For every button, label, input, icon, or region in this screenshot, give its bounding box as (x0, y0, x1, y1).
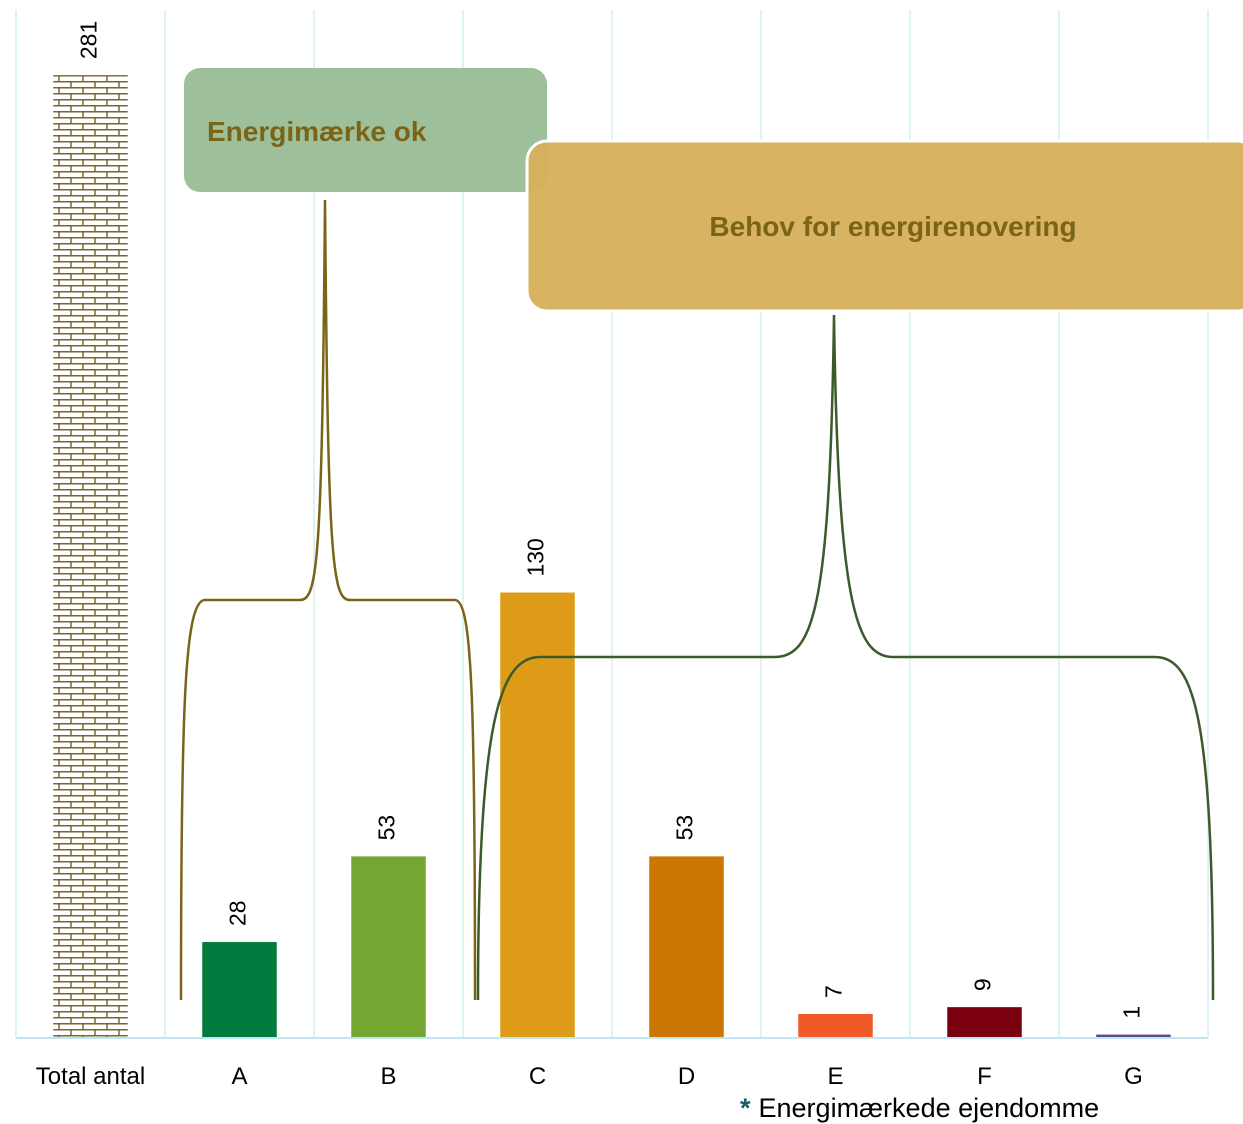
value-label: 281 (76, 21, 102, 59)
x-tick-label: E (827, 1063, 843, 1090)
brace (179, 199, 477, 1001)
bar (202, 942, 277, 1038)
x-tick-label: C (529, 1063, 546, 1090)
x-tick-label: Total antal (36, 1063, 145, 1090)
value-label: 7 (821, 985, 847, 998)
x-tick-label: F (977, 1063, 992, 1090)
value-label: 9 (970, 978, 996, 991)
annotation: Energimærke ok (207, 116, 427, 147)
value-label: 28 (225, 900, 251, 926)
labels: Total antal 281 A 28 B 53 C 130 D 53 E 7 F 9 G 1 (36, 21, 1145, 1090)
x-tick-label: D (678, 1063, 695, 1090)
value-label: 130 (523, 538, 549, 576)
footnote-marker: * (740, 1093, 751, 1123)
bar (500, 592, 575, 1038)
bar (53, 75, 128, 1038)
brace (476, 314, 1215, 1001)
x-tick-label: B (380, 1063, 396, 1090)
value-label: 53 (672, 815, 698, 841)
annotation: Behov for energirenovering (709, 211, 1076, 242)
bar (649, 856, 724, 1038)
value-label: 53 (374, 815, 400, 841)
x-tick-label: G (1124, 1063, 1143, 1090)
bars (53, 75, 1171, 1038)
annotation-box (184, 68, 547, 192)
bar (1096, 1034, 1171, 1038)
value-label: 1 (1119, 1006, 1145, 1019)
annotation-box (525, 139, 1243, 313)
x-tick-label: A (231, 1063, 247, 1090)
bar (351, 856, 426, 1038)
bar (947, 1007, 1022, 1038)
footnote-text: Energimærkede ejendomme (759, 1093, 1100, 1123)
bar (798, 1014, 873, 1038)
footnote: * Energimærkede ejendomme (740, 1093, 1099, 1123)
